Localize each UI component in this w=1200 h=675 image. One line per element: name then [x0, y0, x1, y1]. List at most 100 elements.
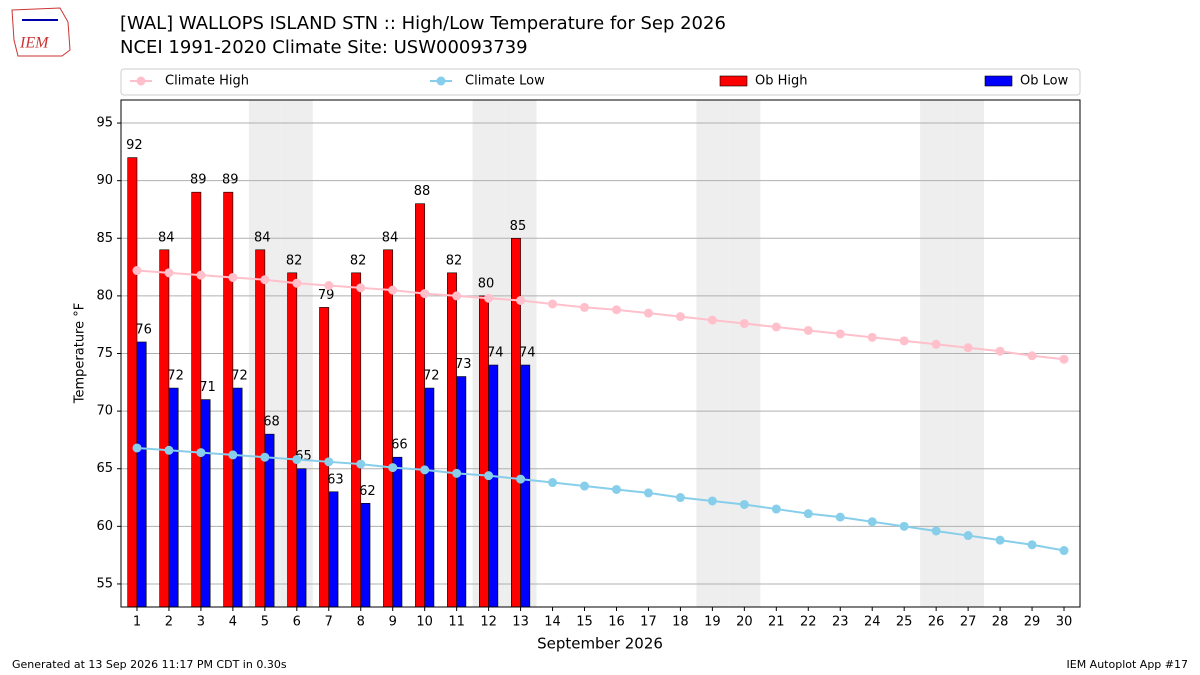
x-tick-label: 2 [165, 615, 173, 630]
logo-text: IEM [19, 35, 50, 52]
x-tick-label: 16 [608, 615, 625, 630]
bar-label: 73 [455, 357, 472, 372]
x-tick-label: 15 [576, 615, 593, 630]
x-tick-label: 23 [832, 615, 849, 630]
chart-subtitle: NCEI 1991-2020 Climate Site: USW00093739 [120, 37, 528, 58]
line-marker [867, 517, 877, 527]
line-marker [739, 319, 749, 329]
line-marker [643, 308, 653, 318]
bar [319, 307, 330, 608]
bar [287, 272, 298, 608]
bar [351, 272, 362, 608]
line-marker [388, 463, 398, 473]
line-marker [164, 268, 174, 278]
x-tick-label: 4 [229, 615, 237, 630]
line-marker [611, 305, 621, 315]
line-marker [803, 509, 813, 519]
line-marker [452, 468, 462, 478]
line-marker [260, 275, 270, 285]
legend [120, 68, 1081, 96]
bar-label: 63 [327, 472, 344, 487]
bar-label: 66 [391, 438, 408, 453]
line-marker [931, 526, 941, 536]
line-marker [580, 302, 590, 312]
legend-swatch [719, 75, 748, 87]
line-marker [292, 278, 302, 288]
line-marker [835, 512, 845, 522]
x-axis-label: September 2026 [537, 635, 663, 653]
bar [223, 191, 234, 608]
legend-marker [136, 76, 146, 86]
bar [479, 295, 489, 608]
x-tick-label: 17 [640, 615, 657, 630]
x-tick-label: 29 [1024, 615, 1041, 630]
legend-swatch [984, 75, 1013, 87]
line-marker [611, 484, 621, 494]
bar-label: 68 [263, 415, 280, 430]
y-tick-label: 55 [96, 576, 113, 591]
line-marker [324, 281, 334, 291]
plot-frame [120, 99, 1081, 608]
y-axis-label: Temperature °F [73, 303, 88, 404]
x-tick-label: 1 [133, 615, 141, 630]
line-marker [228, 272, 238, 282]
bar [159, 249, 170, 608]
line [136, 269, 1065, 361]
bar-label: 85 [510, 219, 527, 234]
legend-marker [436, 76, 446, 86]
x-tick-label: 25 [896, 615, 913, 630]
y-tick-label: 60 [96, 519, 113, 534]
chart-title: [WAL] WALLOPS ISLAND STN :: High/Low Tem… [120, 13, 726, 34]
bar [191, 191, 202, 608]
legend-label: Climate High [165, 74, 249, 89]
bar-label: 72 [167, 369, 184, 384]
legend-label: Climate Low [465, 74, 545, 89]
line-marker [580, 481, 590, 491]
bar-label: 88 [414, 184, 431, 199]
line-marker [420, 465, 430, 475]
line-marker [356, 459, 366, 469]
y-tick-label: 80 [96, 288, 113, 303]
bar-label: 72 [231, 369, 248, 384]
x-tick-label: 14 [544, 615, 561, 630]
logo: IEM [11, 7, 71, 57]
bar-label: 62 [359, 484, 376, 499]
y-tick-label: 85 [96, 231, 113, 246]
x-tick-label: 12 [480, 615, 497, 630]
x-tick-label: 26 [928, 615, 945, 630]
line-marker [388, 285, 398, 295]
bar-label: 82 [350, 253, 367, 268]
footer-left: Generated at 13 Sep 2026 11:17 PM CDT in… [12, 658, 287, 671]
bar-label: 71 [199, 380, 216, 395]
bar [488, 364, 499, 608]
bar [392, 456, 403, 608]
x-tick-label: 9 [389, 615, 397, 630]
line-marker [707, 496, 717, 506]
bar-label: 92 [126, 138, 143, 153]
bar-label: 89 [222, 173, 239, 188]
x-tick-label: 7 [325, 615, 333, 630]
y-tick-label: 70 [96, 404, 113, 419]
y-tick-label: 95 [96, 116, 113, 131]
line-marker [803, 325, 813, 335]
line-marker [324, 457, 334, 467]
line-marker [835, 329, 845, 339]
line-marker [548, 299, 558, 309]
line-marker [548, 478, 558, 488]
line-marker [1059, 354, 1069, 364]
line-marker [643, 488, 653, 498]
line-marker [963, 343, 973, 353]
bar [200, 399, 211, 608]
y-tick-label: 90 [96, 173, 113, 188]
line-marker [1027, 540, 1037, 550]
bar [360, 502, 371, 608]
bar-label: 84 [382, 230, 399, 245]
line-marker [452, 291, 462, 301]
x-tick-label: 19 [704, 615, 721, 630]
x-tick-label: 21 [768, 615, 785, 630]
line-marker [516, 295, 526, 305]
bar-label: 84 [254, 230, 271, 245]
line-marker [260, 452, 270, 462]
line-marker [196, 448, 206, 458]
